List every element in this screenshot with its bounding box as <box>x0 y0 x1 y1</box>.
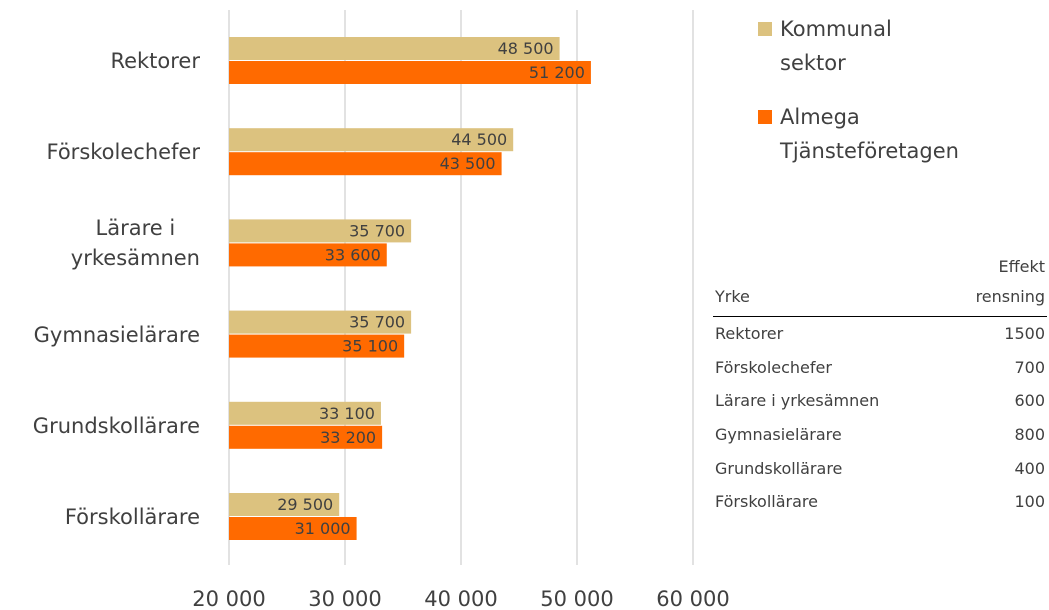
table-row: Rektorer 1500 <box>713 317 1047 351</box>
value-label: 35 700 <box>349 221 405 240</box>
legend-item: Kommunal sektor <box>758 12 988 80</box>
legend-label: Kommunal sektor <box>780 17 892 75</box>
value-label: 48 500 <box>498 39 554 58</box>
bar <box>229 334 405 358</box>
value-label: 51 200 <box>529 63 585 82</box>
table-row: Förskollärare 100 <box>713 485 1047 519</box>
bar <box>229 152 502 176</box>
table-cell: Grundskollärare <box>715 458 843 478</box>
table-row: Förskolechefer 700 <box>713 351 1047 385</box>
value-label: 33 200 <box>320 428 376 447</box>
table-cell: Rektorer <box>715 324 784 344</box>
bar <box>229 310 412 334</box>
table-row: Gymnasielärare 800 <box>713 418 1047 452</box>
value-label: 43 500 <box>440 154 496 173</box>
data-table: Yrke Effekt rensning Rektorer 1500 Förskolec… <box>713 250 1047 519</box>
table-cell: Gymnasielärare <box>715 425 842 445</box>
value-label: 35 700 <box>349 313 405 332</box>
table-cell: 700 <box>1014 357 1045 377</box>
value-label: 44 500 <box>451 130 507 149</box>
category-label: Förskolechefer <box>46 140 201 165</box>
value-label: 33 600 <box>325 245 381 264</box>
table-row: Lärare i yrkesämnen 600 <box>713 384 1047 418</box>
table-header: Yrke <box>713 250 963 317</box>
table-cell: 1500 <box>1004 324 1045 344</box>
legend-swatch <box>758 22 772 36</box>
bar <box>229 219 412 243</box>
bar <box>229 493 340 516</box>
bar <box>229 425 383 449</box>
bar <box>229 37 560 60</box>
bar <box>229 243 387 267</box>
legend-label: Almega Tjänsteföretagen <box>780 105 959 163</box>
table-header-row: Yrke Effekt rensning <box>713 250 1047 317</box>
x-tick-label: 20 000 <box>192 587 265 610</box>
table-cell: 600 <box>1014 391 1045 411</box>
value-label: 29 500 <box>277 495 333 514</box>
table-cell: Förskolechefer <box>715 357 832 377</box>
value-label: 35 100 <box>342 337 398 356</box>
bar <box>229 517 357 540</box>
category-label: Lärare i yrkesämnen <box>70 216 200 271</box>
table-cell: 800 <box>1014 425 1045 445</box>
legend-swatch <box>758 110 772 124</box>
bar <box>229 61 591 84</box>
legend-item: Almega Tjänsteföretagen <box>758 100 988 168</box>
x-tick-label: 30 000 <box>308 587 381 610</box>
table-header: Effekt rensning <box>963 250 1047 317</box>
x-tick-label: 60 000 <box>656 587 729 610</box>
value-label: 33 100 <box>319 404 375 423</box>
x-tick-label: 50 000 <box>540 587 613 610</box>
table-cell: Förskollärare <box>715 492 818 512</box>
table-cell: Lärare i yrkesämnen <box>715 391 880 411</box>
category-label: Grundskollärare <box>32 413 200 438</box>
x-tick-label: 40 000 <box>424 587 497 610</box>
category-label: Rektorer <box>110 49 200 73</box>
table-cell: 400 <box>1014 458 1045 478</box>
category-label: Gymnasielärare <box>33 322 200 347</box>
bar <box>229 128 514 152</box>
table-row: Grundskollärare 400 <box>713 451 1047 485</box>
table-cell: 100 <box>1014 492 1045 512</box>
category-label: Förskollärare <box>64 505 200 529</box>
bar <box>229 401 381 425</box>
value-label: 31 000 <box>295 519 351 538</box>
